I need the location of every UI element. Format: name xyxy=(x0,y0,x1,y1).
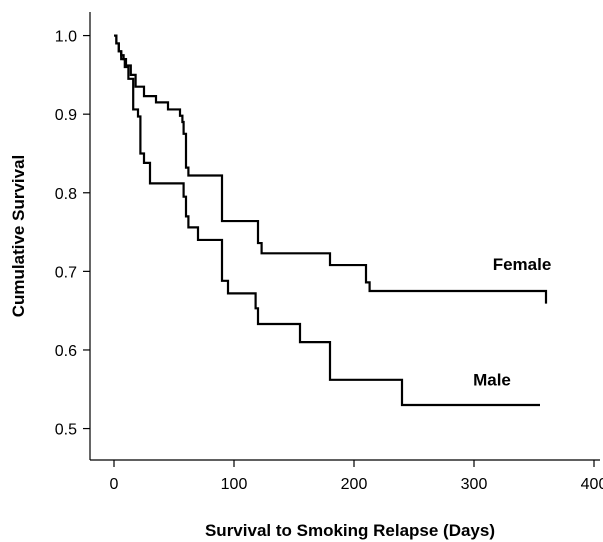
x-ticks: 0 100 200 300 400 xyxy=(110,460,603,493)
y-axis-title: Cumulative Survival xyxy=(9,155,28,318)
series-label-female: Female xyxy=(493,255,552,274)
y-tick-label: 0.5 xyxy=(55,422,77,439)
axes: 0 100 200 300 400 0.5 0.6 0.7 0.8 0.9 1.0 xyxy=(55,12,603,493)
y-tick-label: 0.8 xyxy=(55,186,77,203)
x-tick-label: 100 xyxy=(221,476,248,493)
series-line-male xyxy=(114,34,540,407)
x-tick-label: 200 xyxy=(341,476,368,493)
y-tick-label: 1.0 xyxy=(55,29,77,46)
y-tick-label: 0.9 xyxy=(55,107,77,124)
x-axis-title: Survival to Smoking Relapse (Days) xyxy=(205,521,495,540)
y-tick-label: 0.6 xyxy=(55,343,77,360)
y-tick-label: 0.7 xyxy=(55,264,77,281)
series-line-female xyxy=(114,34,548,304)
x-tick-label: 300 xyxy=(461,476,488,493)
x-tick-label: 400 xyxy=(581,476,603,493)
y-ticks: 0.5 0.6 0.7 0.8 0.9 1.0 xyxy=(55,29,90,439)
series-labels: Female Male xyxy=(473,255,551,390)
series-label-male: Male xyxy=(473,370,511,389)
x-tick-label: 0 xyxy=(110,476,119,493)
series-group xyxy=(114,34,548,407)
